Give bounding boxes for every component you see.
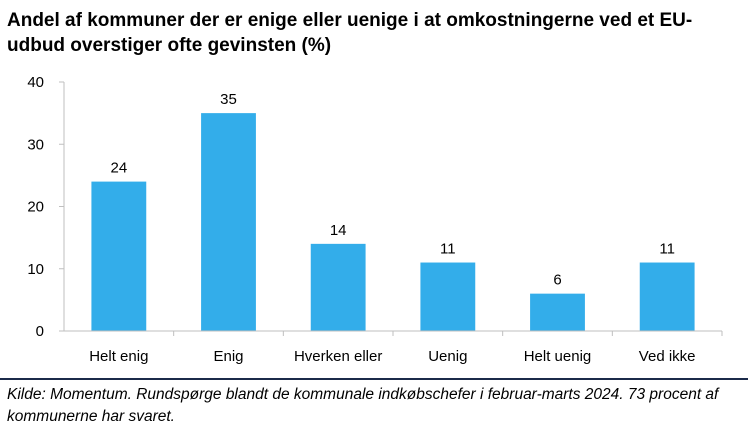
bar — [420, 262, 476, 331]
bar — [639, 262, 695, 331]
x-axis: Helt enig Enig Hverken eller Uenig Helt ueni… — [64, 330, 723, 365]
y-tick-label: 40 — [27, 74, 44, 91]
bars — [91, 113, 695, 331]
bar — [201, 113, 256, 331]
y-tick-label: 0 — [36, 323, 44, 340]
bar — [91, 181, 147, 331]
data-label: 35 — [220, 91, 237, 108]
data-label: 24 — [110, 160, 127, 177]
y-axis: 0 10 20 30 40 — [27, 74, 65, 340]
bar — [530, 293, 585, 331]
x-tick-label: Ved ikke — [639, 348, 696, 365]
chart-title: Andel af kommuner der er enige eller uen… — [7, 10, 693, 56]
data-label: 14 — [330, 222, 347, 239]
x-tick-label: Enig — [213, 348, 243, 365]
footer-divider — [0, 378, 748, 380]
bar-chart: 0 10 20 30 40 24 35 14 11 6 11 Helt enig Enig Hverk… — [27, 74, 723, 365]
source-note: Kilde: Momentum. Rundspørge blandt de ko… — [7, 386, 719, 425]
x-tick-label: Helt enig — [89, 348, 148, 365]
x-tick-label: Uenig — [428, 348, 467, 365]
y-tick-label: 10 — [27, 261, 44, 278]
y-tick-label: 20 — [27, 199, 44, 216]
bar — [310, 243, 366, 331]
data-label: 6 — [553, 272, 561, 289]
data-label: 11 — [440, 241, 456, 258]
y-tick-label: 30 — [27, 136, 44, 153]
x-tick-label: Hverken eller — [294, 348, 382, 365]
data-label: 11 — [659, 241, 675, 258]
x-tick-label: Helt uenig — [524, 348, 592, 365]
data-labels: 24 35 14 11 6 11 — [110, 91, 674, 289]
